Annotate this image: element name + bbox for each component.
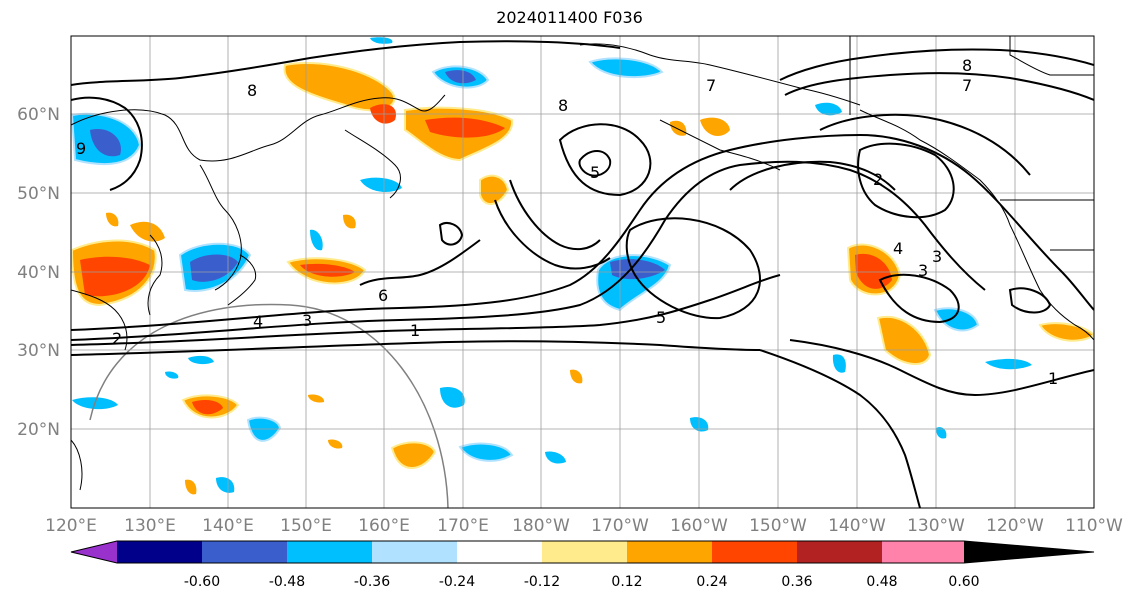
contour-label: 1: [1048, 369, 1058, 388]
contour-label: 3: [302, 311, 312, 330]
colorbar-segment: [372, 541, 457, 563]
lon-label: 150°W: [749, 516, 807, 536]
lon-label: 140°E: [202, 516, 254, 536]
lon-label: 150°E: [280, 516, 332, 536]
colorbar-tick: -0.24: [439, 574, 475, 590]
colorbar-tick: 0.24: [696, 574, 727, 590]
colorbar-segment: [117, 541, 202, 563]
contour-label: 5: [656, 308, 666, 327]
lat-label: 40°N: [17, 263, 60, 283]
contour-label: 3: [932, 247, 942, 266]
colorbar-tick: -0.12: [524, 574, 560, 590]
lat-label: 30°N: [17, 341, 60, 361]
colorbar-tick: -0.48: [269, 574, 305, 590]
colorbar-tick: -0.36: [354, 574, 390, 590]
colorbar-segment: [712, 541, 797, 563]
lon-label: 170°W: [591, 516, 649, 536]
lon-label: 180°W: [512, 516, 570, 536]
map-gridlines: [71, 36, 1094, 508]
colorbar-extend-low: [71, 541, 117, 563]
lon-label: 170°E: [437, 516, 489, 536]
contour-label: 4: [893, 239, 903, 258]
lat-label: 50°N: [17, 184, 60, 204]
colorbar-segment: [202, 541, 287, 563]
colorbar-outline: [70, 540, 1095, 564]
colorbar: -0.60 -0.48 -0.36 -0.24 -0.12 0.12 0.24 …: [70, 540, 1095, 590]
contour-label: 4: [253, 312, 263, 331]
contour-label: 6: [378, 286, 388, 305]
colorbar-segment: [457, 541, 542, 563]
colorbar-tick: 0.12: [611, 574, 642, 590]
shaded-anomalies: [71, 37, 1094, 495]
lon-label: 160°W: [670, 516, 728, 536]
contour-label: 1: [410, 321, 420, 340]
contour-label: 2: [112, 329, 122, 348]
colorbar-tick: 0.36: [781, 574, 812, 590]
colorbar-tick: -0.60: [184, 574, 220, 590]
coastlines: [71, 36, 1094, 491]
lon-label: 110°W: [1065, 516, 1123, 536]
lon-label: 160°E: [358, 516, 410, 536]
contour-label: 8: [962, 56, 972, 75]
map-title: 2024011400 F036: [496, 8, 643, 27]
contour-label: 8: [558, 96, 568, 115]
longitude-labels: 120°E 130°E 140°E 150°E 160°E 170°E 180°…: [45, 516, 1123, 536]
colorbar-segment: [542, 541, 627, 563]
map-frame: [70, 35, 1095, 509]
contour-label: 8: [247, 81, 257, 100]
colorbar-segment: [882, 541, 964, 563]
lon-label: 130°W: [907, 516, 965, 536]
colorbar-tick: 0.60: [948, 574, 979, 590]
colorbar-tick: 0.48: [866, 574, 897, 590]
range-circle: [89, 303, 449, 508]
contour-label: 7: [706, 76, 716, 95]
colorbar-segment: [797, 541, 882, 563]
contour-labels: 8 8 7 8 7 2 4 3 3 6 5 4 3 2 1 1 5 9: [76, 56, 1058, 388]
contour-label: 5: [590, 163, 600, 182]
lon-label: 140°W: [828, 516, 886, 536]
lon-label: 120°E: [45, 516, 97, 536]
contour-label: 9: [76, 139, 86, 158]
contour-label: 3: [918, 261, 928, 280]
latitude-labels: 60°N 50°N 40°N 30°N 20°N: [17, 105, 60, 440]
lat-label: 60°N: [17, 105, 60, 125]
contour-label: 2: [873, 170, 883, 189]
lon-label: 120°W: [986, 516, 1044, 536]
lat-label: 20°N: [17, 420, 60, 440]
height-contours: [71, 40, 1094, 508]
lon-label: 130°E: [124, 516, 176, 536]
colorbar-segment: [627, 541, 712, 563]
colorbar-extend-high: [964, 541, 1094, 563]
contour-label: 7: [962, 76, 972, 95]
colorbar-segment: [287, 541, 372, 563]
